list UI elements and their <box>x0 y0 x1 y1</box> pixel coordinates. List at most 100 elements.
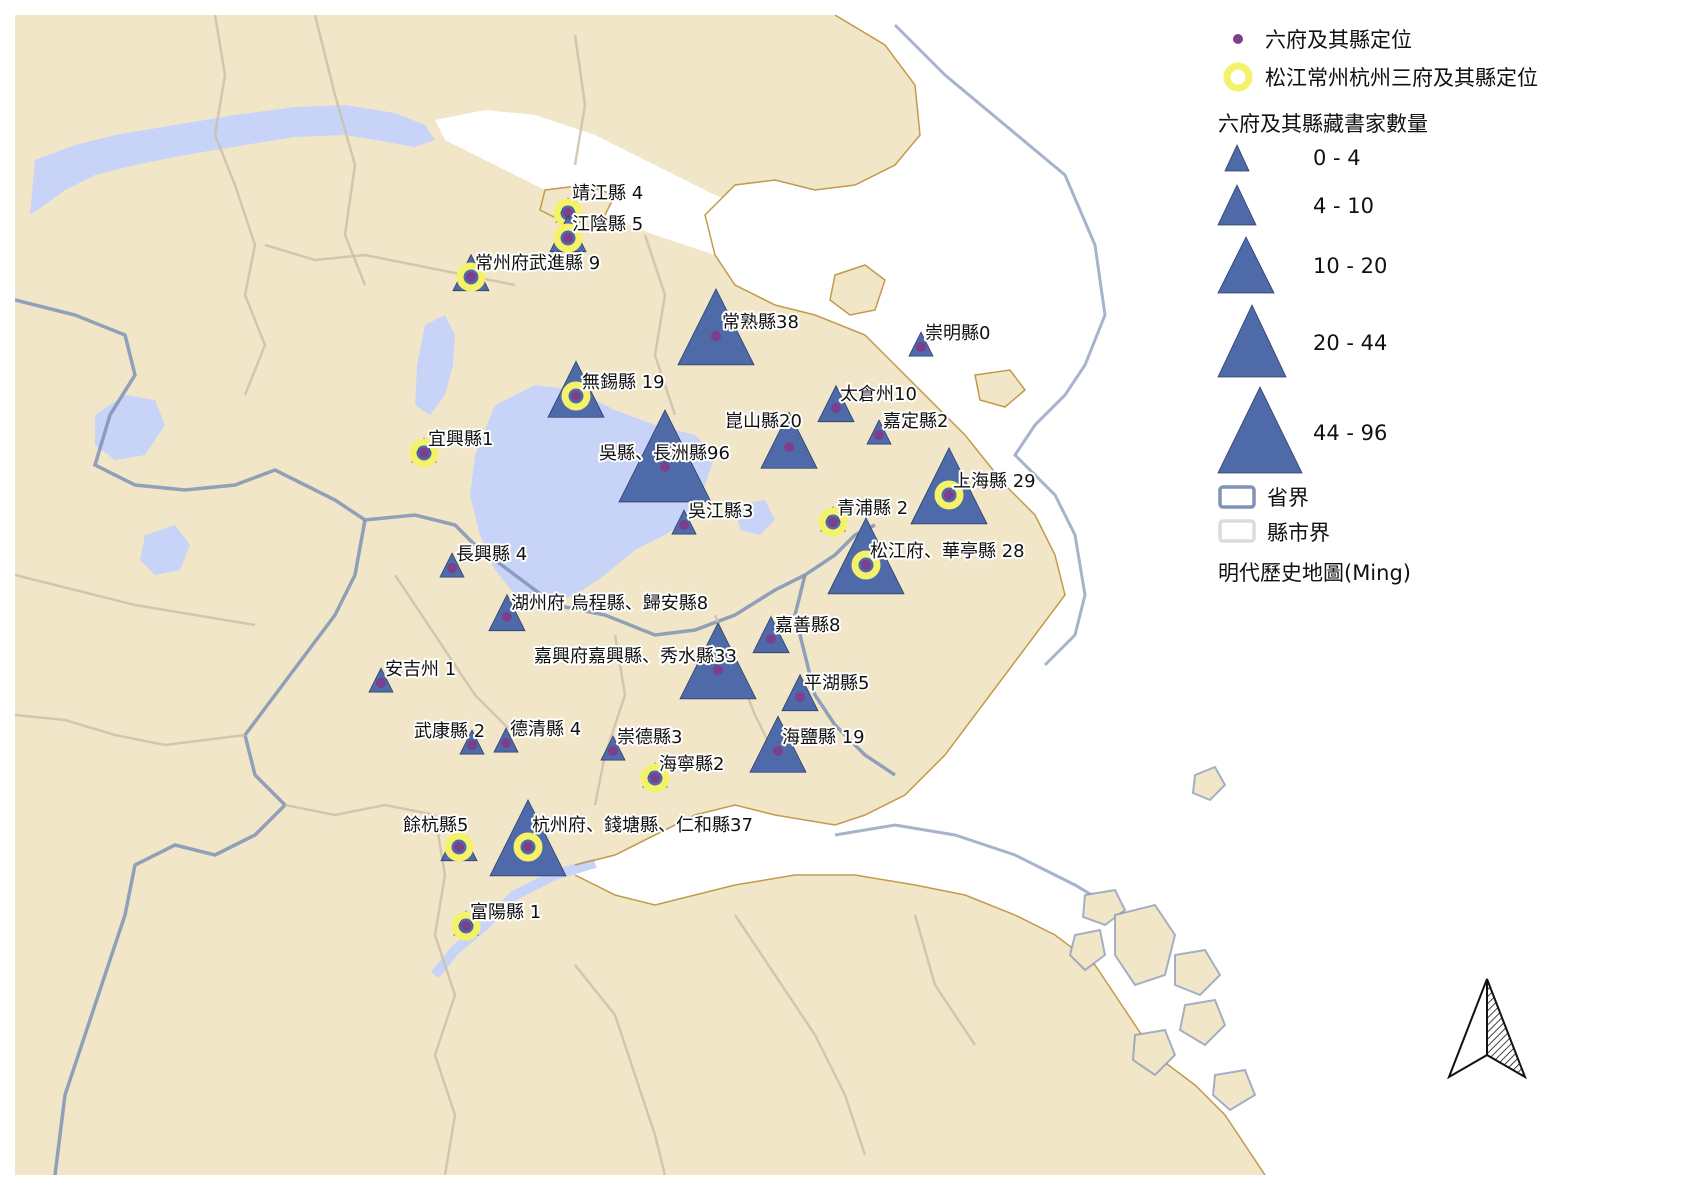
prefecture-ring-marker <box>934 480 964 510</box>
legend-size-class-0: 0 - 4 <box>1313 146 1361 170</box>
place-dot-marker[interactable] <box>523 842 533 852</box>
place-dot-marker[interactable] <box>571 391 581 401</box>
place-dot-marker[interactable] <box>454 842 464 852</box>
place-dot-marker[interactable] <box>461 921 471 931</box>
place-label-halo: 餘杭縣5 <box>403 815 468 836</box>
place-dot-marker[interactable] <box>766 634 776 644</box>
legend-triangle-0 <box>1224 144 1250 172</box>
place-dot-marker[interactable] <box>563 208 573 218</box>
place-dot-marker[interactable] <box>660 462 670 472</box>
place-label-halo: 嘉定縣2 <box>883 411 948 432</box>
legend-ring-marker <box>1223 62 1253 92</box>
legend-province-label: 省界 <box>1267 486 1309 510</box>
place-label: 餘杭縣5 <box>403 815 468 836</box>
place-dot-marker[interactable] <box>861 560 871 570</box>
legend-dot-marker <box>1233 34 1243 44</box>
legend-province-swatch <box>1218 485 1256 509</box>
chongming-island <box>829 264 886 316</box>
estuary <box>435 110 915 295</box>
collector-count-triangle <box>677 287 755 366</box>
place-dot-marker[interactable] <box>773 746 783 756</box>
prefecture-ring-marker <box>409 438 439 468</box>
lake-small-3 <box>140 525 190 575</box>
map-frame[interactable]: 靖江縣 4 靖江縣 4 江陰縣 5 江陰縣 5 常州府武進縣 9 常州府武進縣 9 常熟縣3… <box>15 15 1665 1175</box>
legend-size-class-1: 4 - 10 <box>1313 194 1374 218</box>
place-dot-marker[interactable] <box>916 342 926 352</box>
place-label: 太倉州10 <box>840 384 917 405</box>
place-label: 杭州府、錢塘縣、仁和縣37 <box>532 815 753 836</box>
place-label: 海寧縣2 <box>659 754 724 775</box>
legend-size-class-2: 10 - 20 <box>1313 254 1387 278</box>
place-label: 常熟縣38 <box>722 312 799 333</box>
place-label: 松江府、華亭縣 28 <box>870 541 1025 562</box>
prefecture-ring-marker <box>553 223 583 253</box>
place-label-halo: 常州府武進縣 9 <box>475 253 600 274</box>
place-dot-marker[interactable] <box>501 738 511 748</box>
place-dot-marker[interactable] <box>650 773 660 783</box>
place-dot-marker[interactable] <box>784 442 794 452</box>
place-dot-marker[interactable] <box>828 517 838 527</box>
place-label: 嘉善縣8 <box>775 615 840 636</box>
place-label-halo: 安吉州 1 <box>385 659 456 680</box>
place-label: 長興縣 4 <box>456 544 527 565</box>
lake-small-2 <box>735 500 775 535</box>
prefecture-ring-marker <box>513 832 543 862</box>
place-label: 崇德縣3 <box>617 727 682 748</box>
province-border-4 <box>893 23 1107 667</box>
place-dot-marker[interactable] <box>679 520 689 530</box>
place-label-halo: 吳縣、長洲縣96 <box>599 443 730 464</box>
place-label-halo: 武康縣 2 <box>414 721 485 742</box>
place-label-halo: 海寧縣2 <box>659 754 724 775</box>
place-label: 安吉州 1 <box>385 659 456 680</box>
place-dot-marker[interactable] <box>419 448 429 458</box>
offshore-islands <box>1068 765 1257 1112</box>
legend-dot-label: 六府及其縣定位 <box>1265 28 1412 52</box>
legend-triangle-3 <box>1217 304 1287 378</box>
place-label-halo: 松江府、華亭縣 28 <box>870 541 1025 562</box>
collector-count-triangle <box>749 715 807 773</box>
place-label: 海鹽縣 19 <box>782 727 865 748</box>
place-dot-marker[interactable] <box>713 665 723 675</box>
island-2 <box>974 369 1027 408</box>
legend-triangle-1 <box>1217 184 1257 226</box>
place-dot-marker[interactable] <box>502 612 512 622</box>
province-border <box>15 298 876 637</box>
place-label: 平湖縣5 <box>804 673 869 694</box>
prefecture-ring-marker <box>456 262 486 292</box>
place-dot-marker[interactable] <box>563 233 573 243</box>
place-label: 武康縣 2 <box>414 721 485 742</box>
legend-county-label: 縣市界 <box>1267 521 1330 545</box>
place-label: 靖江縣 4 <box>572 183 643 204</box>
place-dot-marker[interactable] <box>466 272 476 282</box>
legend-triangle-4 <box>1217 386 1303 474</box>
place-dot-marker[interactable] <box>608 746 618 756</box>
place-dot-marker[interactable] <box>467 740 477 750</box>
place-dot-marker[interactable] <box>874 430 884 440</box>
place-dot-marker[interactable] <box>376 678 386 688</box>
place-label: 崑山縣20 <box>725 411 802 432</box>
place-label-halo: 嘉善縣8 <box>775 615 840 636</box>
coastline <box>574 15 1066 866</box>
place-dot-marker[interactable] <box>944 490 954 500</box>
place-label-halo: 富陽縣 1 <box>470 902 541 923</box>
legend-size-class-3: 20 - 44 <box>1313 331 1387 355</box>
place-label: 嘉定縣2 <box>883 411 948 432</box>
place-dot-marker[interactable] <box>447 563 457 573</box>
place-label-halo: 長興縣 4 <box>456 544 527 565</box>
place-label: 上海縣 29 <box>953 471 1036 492</box>
legend-triangle-2 <box>1217 236 1275 294</box>
prefecture-ring-marker <box>561 381 591 411</box>
place-dot-marker[interactable] <box>831 403 841 413</box>
place-label: 青浦縣 2 <box>837 498 908 519</box>
legend: 六府及其縣定位 松江常州杭州三府及其縣定位 六府及其縣藏書家數量 0 - 4 4… <box>1217 28 1538 585</box>
place-label-halo: 平湖縣5 <box>804 673 869 694</box>
place-label: 無錫縣 19 <box>582 372 665 393</box>
place-dot-marker[interactable] <box>711 331 721 341</box>
place-dot-marker[interactable] <box>795 692 805 702</box>
place-label-halo: 無錫縣 19 <box>582 372 665 393</box>
collector-count-triangle <box>760 411 818 469</box>
place-label-halo: 宜興縣1 <box>428 429 493 450</box>
lake-small-1 <box>415 315 455 415</box>
